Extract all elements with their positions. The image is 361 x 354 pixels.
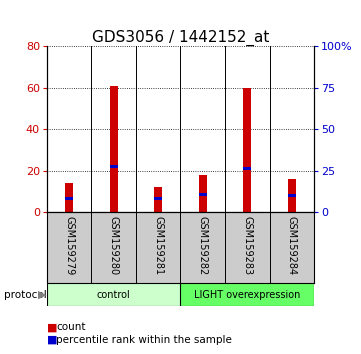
Text: protocol: protocol <box>4 290 46 300</box>
Bar <box>110 86 118 212</box>
Text: GSM159279: GSM159279 <box>64 216 74 275</box>
Bar <box>199 175 207 212</box>
Bar <box>288 194 296 197</box>
Bar <box>65 197 73 200</box>
Bar <box>288 179 296 212</box>
Bar <box>243 167 251 170</box>
Text: GSM159282: GSM159282 <box>198 216 208 275</box>
Bar <box>243 88 251 212</box>
Bar <box>154 188 162 212</box>
Text: ■: ■ <box>47 322 57 332</box>
Bar <box>180 283 314 306</box>
Bar <box>47 283 180 306</box>
Text: count: count <box>56 322 86 332</box>
Text: GSM159281: GSM159281 <box>153 216 163 275</box>
Text: GSM159283: GSM159283 <box>242 216 252 275</box>
Text: control: control <box>97 290 131 300</box>
Text: LIGHT overexpression: LIGHT overexpression <box>194 290 300 300</box>
Title: GDS3056 / 1442152_at: GDS3056 / 1442152_at <box>92 30 269 46</box>
Text: GSM159284: GSM159284 <box>287 216 297 275</box>
Bar <box>110 165 118 168</box>
Text: ■: ■ <box>47 335 57 345</box>
Bar <box>154 197 162 200</box>
Bar <box>199 193 207 196</box>
Text: GSM159280: GSM159280 <box>109 216 119 275</box>
Text: percentile rank within the sample: percentile rank within the sample <box>56 335 232 345</box>
Text: ▶: ▶ <box>38 290 47 300</box>
Bar <box>65 183 73 212</box>
